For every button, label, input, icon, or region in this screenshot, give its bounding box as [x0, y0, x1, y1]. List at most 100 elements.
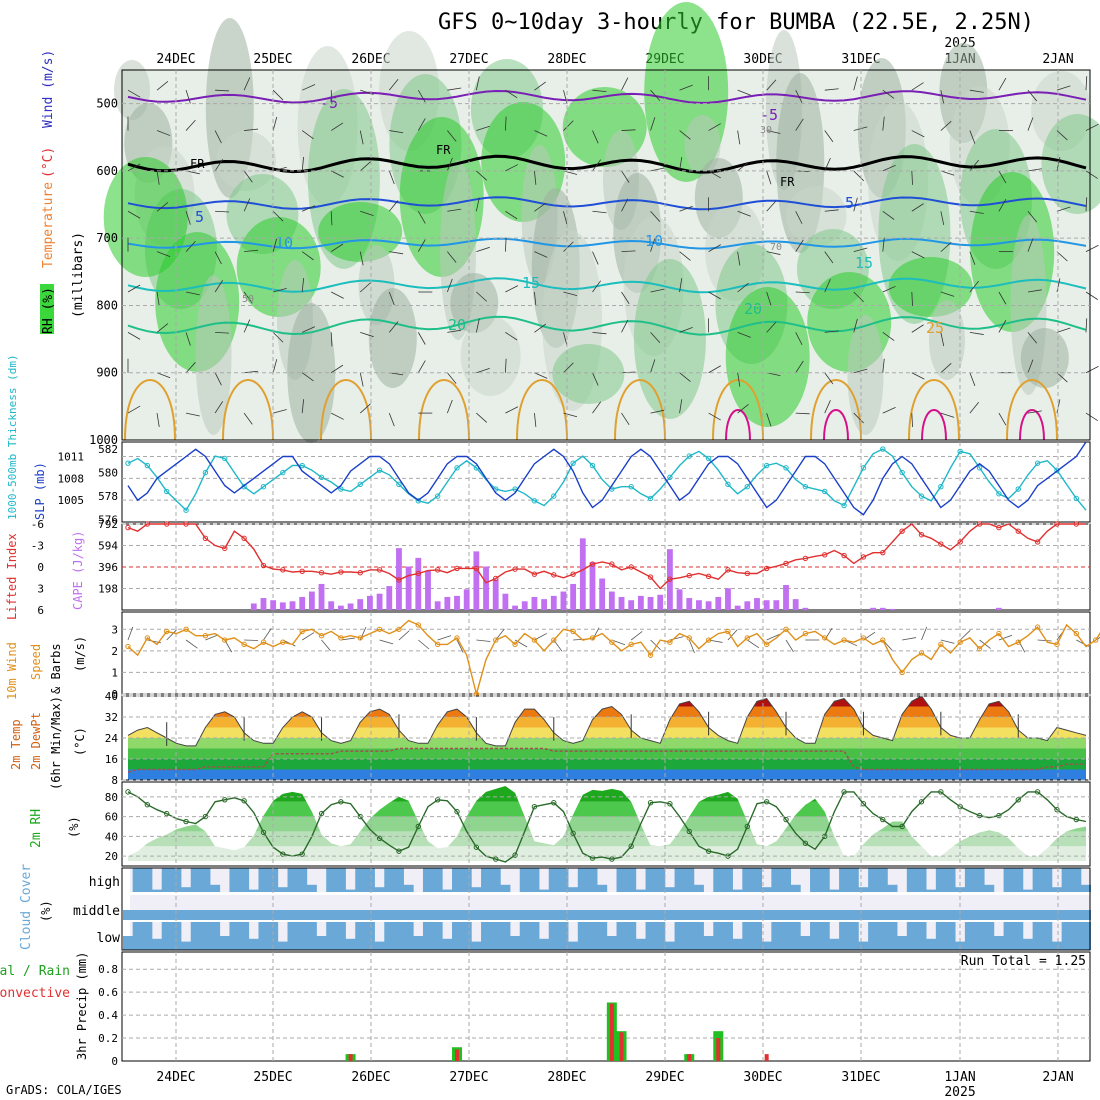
cloud-cover-cell: [655, 868, 666, 892]
date-label-top: 24DEC: [156, 52, 195, 67]
cloud-cover-cell: [510, 936, 521, 950]
cloud-cover-cell: [810, 868, 821, 892]
temp-contour-25: [614, 379, 666, 441]
wind-barb: [359, 282, 371, 293]
wind-barb: [1085, 170, 1098, 179]
rh-line-point: [783, 816, 789, 823]
cloud-cover-cell: [345, 910, 356, 920]
rh-panel: [121, 781, 1091, 867]
wind-barb: [417, 89, 426, 103]
wind-barb: [592, 89, 607, 93]
wind-barb: [853, 197, 858, 212]
cloud-cover-cell: [297, 910, 308, 920]
cloud-cover-cell: [703, 910, 714, 920]
wind-barb: [882, 358, 885, 373]
cloud-cover-cell: [684, 868, 695, 892]
cape-bar: [647, 596, 654, 610]
wind-barb: [388, 321, 399, 333]
rh-patch: [725, 287, 810, 427]
cloud-cover-cell: [500, 910, 511, 920]
precip-convective-bar: [609, 1003, 614, 1061]
cloud-cover-cell: [413, 910, 424, 920]
lifted-index-line-point: [841, 552, 847, 559]
precip-axis-label: 3hr Precip (mm): [75, 952, 89, 1060]
wind-barb-10m: [340, 637, 355, 641]
rh-band: [128, 786, 1086, 802]
cloud-cover-cell: [123, 936, 133, 950]
cloud-cover-cell: [848, 910, 859, 920]
rh-patch: [929, 300, 965, 380]
wind-barb: [679, 326, 693, 333]
cloud-cover-cell: [751, 922, 762, 950]
cloud-cover-cell: [374, 910, 385, 920]
temp-contour-25: [712, 379, 764, 441]
wind-barb: [679, 130, 691, 140]
temp-contour-5: [127, 196, 1087, 211]
cloud-cover-cell: [335, 910, 346, 920]
cloud-cover-cell: [935, 910, 946, 920]
cloud-cover-cell: [1051, 887, 1062, 892]
date-label-bottom: 28DEC: [547, 1070, 586, 1085]
wind-barb-10m: [127, 626, 134, 641]
wind-barb: [911, 203, 924, 212]
cloud-cover-cell: [297, 922, 308, 950]
wind-barb: [824, 400, 831, 414]
cloud-cover-cell: [626, 868, 637, 892]
cloud-cover-cell: [1061, 910, 1072, 920]
lifted-index-line-point: [783, 560, 789, 567]
cloud-cover-cell: [171, 922, 182, 950]
chart-title: GFS 0~10day 3-hourly for BUMBA (22.5E, 2…: [438, 10, 1035, 35]
slp-tick-label: 1011: [58, 451, 85, 464]
wind-barb: [301, 156, 305, 171]
wind-barb: [853, 412, 864, 424]
wind-barb: [244, 128, 259, 131]
rh-line-point: [1054, 806, 1060, 813]
wind-barb: [388, 200, 399, 212]
cloud-cover-cell: [984, 884, 995, 892]
wind-speed-line-point: [222, 637, 228, 643]
wind-barb: [215, 331, 230, 334]
wind-speed-line-point: [899, 669, 905, 676]
cape-bar: [637, 595, 644, 610]
cloud-cover-cell: [984, 922, 995, 950]
li-tick-label: -3: [31, 540, 44, 553]
temp-axis-label-2: 2m DewPt: [29, 712, 43, 770]
cloud-cover-cell: [732, 938, 743, 950]
cloud-cover-cell: [1003, 922, 1014, 950]
cloud-cover-cell: [422, 922, 433, 950]
wind-speed-line-point: [338, 635, 344, 641]
wind-axis-label: Wind (m/s): [41, 50, 56, 128]
cloud-cover-cell: [568, 941, 579, 950]
thickness-line-point: [125, 460, 131, 466]
wind-barb: [475, 318, 480, 333]
cloud-cover-cell: [664, 941, 675, 950]
cloud-cover-cell: [1061, 922, 1072, 950]
cloud-cover-cell: [693, 910, 704, 920]
wind-barb: [272, 89, 284, 101]
wind-barb: [621, 129, 636, 131]
wind-barb: [504, 116, 507, 131]
cape-bar: [657, 594, 664, 610]
contour-label-50: 50: [242, 294, 254, 305]
rh-line-point: [705, 848, 712, 854]
rh-line-point: [396, 848, 402, 854]
cloud-cover-cell: [200, 910, 211, 920]
cloud-cover-cell: [577, 922, 588, 950]
cloud-cover-cell: [587, 922, 598, 950]
wind-barb: [708, 291, 721, 300]
wind-barb: [824, 157, 831, 172]
contour-label-10: 10: [275, 234, 293, 252]
cape-bar: [541, 599, 548, 610]
date-label-bottom: 24DEC: [156, 1070, 195, 1085]
cloud-cover-cell: [355, 910, 366, 920]
lifted-index-line-point: [1034, 539, 1041, 545]
cloud-cover-cell: [635, 910, 646, 920]
wind-barb: [737, 403, 749, 414]
cape-bar: [802, 607, 809, 610]
slp-tick-label: 1005: [58, 494, 85, 507]
cape-bar: [744, 601, 751, 610]
rh-patch: [460, 316, 521, 396]
wind-barb: [1056, 130, 1068, 141]
rh-line-point: [667, 801, 673, 807]
wind-barb: [708, 170, 721, 179]
